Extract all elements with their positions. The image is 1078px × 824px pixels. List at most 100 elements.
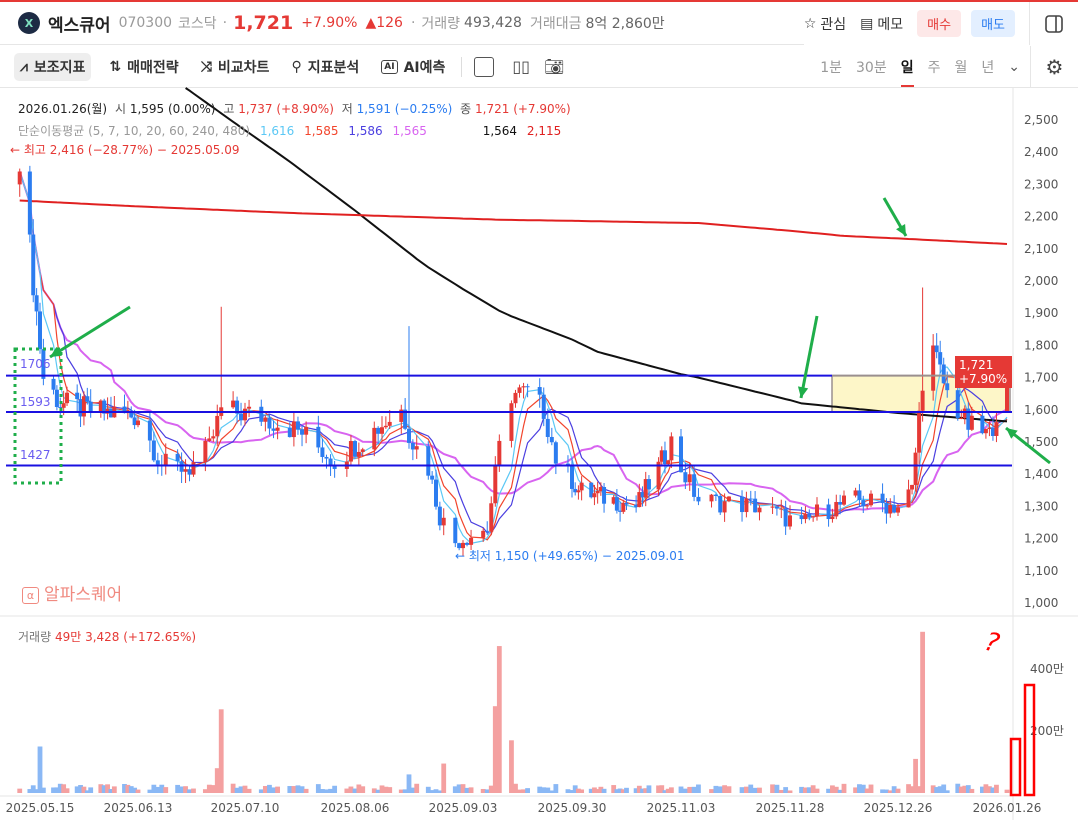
y-axis-tick: 2,500 [1024,113,1058,127]
volume-bar [332,785,338,793]
candle [783,508,788,527]
candle [980,415,985,434]
drawing-box-icon[interactable] [474,56,495,77]
compare-button[interactable]: ⤨ 비교차트 [197,53,274,81]
sell-button[interactable]: 매도 [971,10,1015,37]
candle [753,498,758,513]
low-label: 저 [341,102,353,116]
memo-button[interactable]: ▤ 메모 [860,14,903,34]
compare-label: 비교차트 [217,59,270,76]
volume-bar [295,785,301,793]
candle [884,503,889,514]
ai-forecast-button[interactable]: AI AI예측 [377,53,449,81]
volume-bar [456,784,462,793]
green-arrow-icon [799,315,819,399]
y-axis-tick: 1,200 [1024,532,1058,546]
y-axis-tick: 1,700 [1024,371,1058,385]
volume-pane-value: 49만 3,428 (+172.65%) [54,630,197,644]
volume-bar [175,784,181,793]
indicator-label: 보조지표 [33,59,86,76]
period-year[interactable]: 년 [981,60,995,76]
volume-bar [410,787,416,793]
y-axis-tick: 2,000 [1024,274,1058,288]
volume-bar [98,784,104,793]
candle [517,387,522,393]
strategy-button[interactable]: ⇅ 매매전략 [105,53,182,81]
candle [726,496,731,502]
analysis-icon: ⚲ [291,58,302,75]
ma480-value: 2,115 [526,124,562,138]
candle [353,441,357,457]
volume-bar [934,787,940,793]
volume-bar [206,784,212,793]
analysis-label: 지표분석 [307,59,360,76]
volume-bar [880,789,885,793]
volume-bar [1004,789,1010,793]
volume-bar [549,790,555,793]
volume-bar [234,787,240,793]
analysis-button[interactable]: ⚲ 지표분석 [287,53,363,81]
low-value: 1,591 (−0.25%) [356,102,453,116]
volume-bar [155,786,161,793]
candle-type-icon[interactable]: ▯▯ [512,57,530,76]
camera-icon[interactable]: 📷︎ [543,57,565,76]
volume-bar [214,768,220,793]
volume-bar [579,789,585,793]
volume-bar [125,784,131,793]
candle [624,502,629,505]
ma5-line [19,171,1008,545]
candle [407,428,411,443]
volume-bar [678,786,684,793]
volume-bar [713,785,719,793]
volume-bar [275,786,280,793]
volume-bar [40,787,46,793]
volume-bar [799,786,804,793]
watch-button[interactable]: ☆ 관심 [804,14,846,34]
volume-bar [826,788,831,793]
candle [267,417,272,429]
open-label: 시 [114,102,126,116]
period-week[interactable]: 주 [927,60,941,76]
settings-gear-icon[interactable]: ⚙ [1030,46,1078,88]
volume-bar [860,784,866,793]
candle [203,440,208,463]
candle [239,413,244,421]
period-month[interactable]: 월 [954,60,968,76]
volume-bar [509,740,514,793]
volume-bar [128,786,134,793]
candle [669,436,674,461]
volume-bar [614,789,620,793]
candle [497,440,502,466]
volume-bar [636,785,642,793]
candle [211,436,216,439]
volume-bar [659,785,665,793]
period-30min[interactable]: 30분 [856,60,887,76]
buy-button[interactable]: 매수 [917,10,962,37]
high-label: 고 [223,102,235,116]
green-arrow-icon [49,305,131,359]
candle [740,496,745,513]
volume-bar [643,788,649,793]
period-day[interactable]: 일 [900,57,914,87]
volume-bar [691,786,697,793]
chevron-down-icon[interactable]: ⌄ [1008,59,1020,75]
candle [348,441,353,462]
x-axis-tick: 2025.07.10 [211,801,280,815]
candle [1005,370,1009,412]
volume-bar [920,631,926,793]
side-panel-toggle-icon[interactable] [1030,14,1078,33]
volume-bar [406,774,412,793]
indicator-button[interactable]: ⩘ 보조지표 [14,52,92,81]
candle [441,517,446,526]
x-axis-tick: 2025.09.03 [429,801,498,815]
volume-bar [242,785,248,793]
volume-bar [191,788,196,793]
volume-bar [722,785,727,793]
volume-bar [787,790,793,793]
volume-bar [726,786,732,793]
volume-bar [179,786,184,793]
candle [372,427,377,450]
candle [865,505,870,507]
period-1min[interactable]: 1분 [820,60,842,76]
